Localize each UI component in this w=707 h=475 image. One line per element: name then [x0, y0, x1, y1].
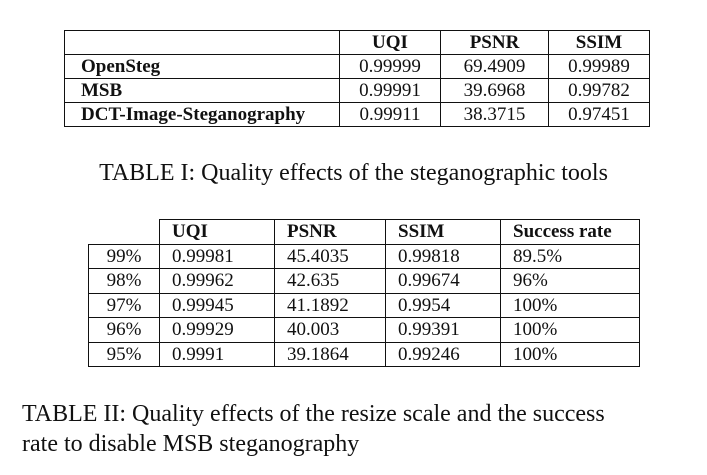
uqi-cell: 0.99991	[339, 78, 441, 103]
ssim-cell: 0.97451	[548, 102, 650, 127]
ssim-cell: 0.99989	[548, 54, 650, 79]
table-row: 96% 0.99929 40.003 0.99391 100%	[88, 317, 640, 343]
row-label: 96%	[88, 317, 160, 343]
header-empty-cell	[88, 219, 160, 245]
uqi-cell: 0.99981	[159, 243, 275, 269]
table-1-caption: TABLE I: Quality effects of the steganog…	[99, 160, 608, 186]
row-label: 98%	[88, 268, 160, 294]
psnr-cell: 40.003	[274, 317, 386, 343]
table-row: 97% 0.99945 41.1892 0.9954 100%	[88, 292, 640, 318]
row-label: 95%	[88, 341, 160, 367]
row-label: MSB	[64, 78, 340, 103]
success-rate-cell: 100%	[500, 317, 640, 343]
header-empty-cell	[64, 30, 340, 55]
table-row: OpenSteg 0.99999 69.4909 0.99989	[64, 54, 650, 79]
table-row: 98% 0.99962 42.635 0.99674 96%	[88, 268, 640, 294]
row-label: OpenSteg	[64, 54, 340, 79]
table-row: 99% 0.99981 45.4035 0.99818 89.5%	[88, 243, 640, 269]
psnr-cell: 39.6968	[440, 78, 549, 103]
uqi-cell: 0.99999	[339, 54, 441, 79]
table-row: DCT-Image-Steganography 0.99911 38.3715 …	[64, 102, 650, 127]
row-label: 97%	[88, 292, 160, 318]
resize-scale-table: UQI PSNR SSIM Success rate 99% 0.99981 4…	[88, 219, 640, 367]
header-ssim: SSIM	[385, 219, 501, 245]
table-header-row: UQI PSNR SSIM	[64, 30, 650, 55]
ssim-cell: 0.9954	[385, 292, 501, 318]
header-ssim: SSIM	[548, 30, 650, 55]
table-2-caption: TABLE II: Quality effects of the resize …	[22, 399, 702, 459]
header-success-rate: Success rate	[500, 219, 640, 245]
ssim-cell: 0.99246	[385, 341, 501, 367]
ssim-cell: 0.99818	[385, 243, 501, 269]
table-row: 95% 0.9991 39.1864 0.99246 100%	[88, 341, 640, 367]
ssim-cell: 0.99674	[385, 268, 501, 294]
uqi-cell: 0.99945	[159, 292, 275, 318]
steganographic-tools-table: UQI PSNR SSIM OpenSteg 0.99999 69.4909 0…	[64, 30, 650, 127]
header-psnr: PSNR	[274, 219, 386, 245]
uqi-cell: 0.9991	[159, 341, 275, 367]
table-row: MSB 0.99991 39.6968 0.99782	[64, 78, 650, 103]
psnr-cell: 41.1892	[274, 292, 386, 318]
success-rate-cell: 100%	[500, 292, 640, 318]
caption-line: rate to disable MSB steganography	[22, 431, 360, 457]
success-rate-cell: 89.5%	[500, 243, 640, 269]
header-uqi: UQI	[159, 219, 275, 245]
table-header-row: UQI PSNR SSIM Success rate	[88, 219, 640, 245]
uqi-cell: 0.99962	[159, 268, 275, 294]
ssim-cell: 0.99782	[548, 78, 650, 103]
caption-line: TABLE II: Quality effects of the resize …	[22, 401, 605, 427]
ssim-cell: 0.99391	[385, 317, 501, 343]
row-label: DCT-Image-Steganography	[64, 102, 340, 127]
uqi-cell: 0.99911	[339, 102, 441, 127]
header-psnr: PSNR	[440, 30, 549, 55]
success-rate-cell: 96%	[500, 268, 640, 294]
uqi-cell: 0.99929	[159, 317, 275, 343]
psnr-cell: 38.3715	[440, 102, 549, 127]
row-label: 99%	[88, 243, 160, 269]
success-rate-cell: 100%	[500, 341, 640, 367]
psnr-cell: 39.1864	[274, 341, 386, 367]
header-uqi: UQI	[339, 30, 441, 55]
psnr-cell: 42.635	[274, 268, 386, 294]
psnr-cell: 69.4909	[440, 54, 549, 79]
psnr-cell: 45.4035	[274, 243, 386, 269]
